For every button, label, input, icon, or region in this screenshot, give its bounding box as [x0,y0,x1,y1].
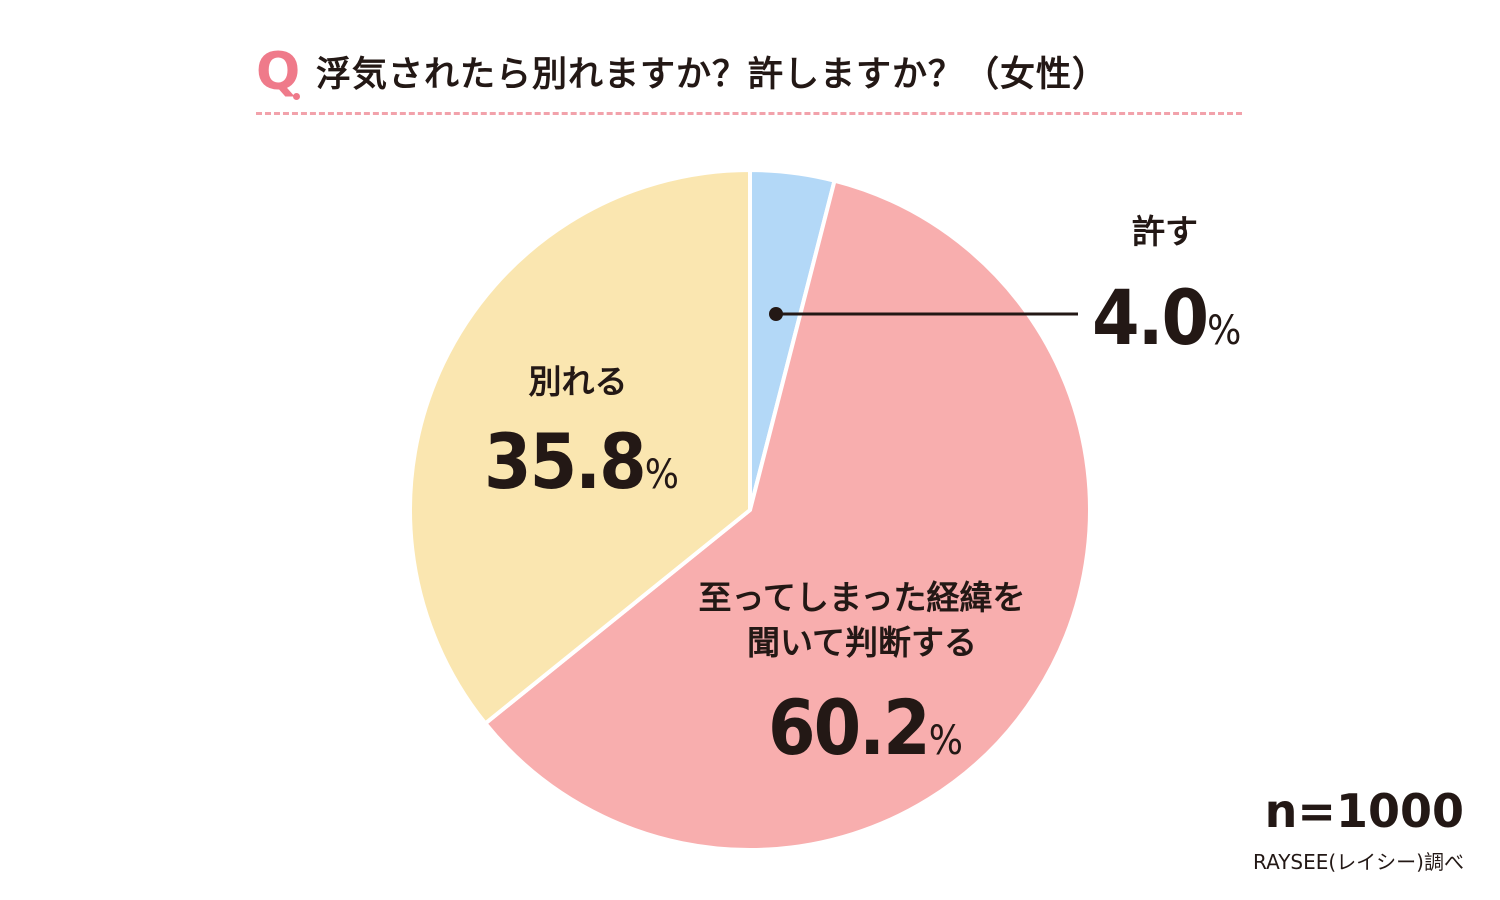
slice-value-unit: % [928,718,963,764]
slice-value-break-up: 35.8% [484,424,679,500]
source-credit: RAYSEE(レイシー)調べ [1252,850,1464,874]
slice-value-forgive: 4.0% [1092,280,1241,356]
title-divider [256,112,1242,115]
slice-label-decide: 至ってしまった経緯を 聞いて判断する [662,576,1062,665]
slice-label-break-up: 別れる [528,362,628,401]
leader-dot [769,307,783,321]
sample-size: n=1000 [1264,784,1464,838]
slice-decide [483,178,1092,852]
slice-label-line: 聞いて判断する [746,622,977,662]
slice-value-number: 60.2 [768,683,931,772]
slice-value-decide: 60.2% [768,690,963,766]
slice-value-unit: % [1207,308,1242,354]
slice-value-unit: % [644,452,679,498]
slice-value-number: 4.0 [1092,273,1209,362]
slice-break-up [408,168,752,726]
slice-label-line: 至ってしまった経緯を [698,578,1026,617]
chart-title: 浮気されたら別れますか？許しますか？（女性） [316,55,1109,95]
slice-value-number: 35.8 [484,417,647,506]
q-mark-icon: Q [256,42,301,102]
q-mark-dot [293,93,300,100]
slice-label-forgive: 許す [1132,212,1198,251]
